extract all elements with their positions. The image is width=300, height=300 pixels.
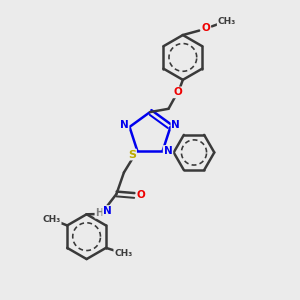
Text: H: H — [95, 208, 104, 218]
Text: O: O — [136, 190, 145, 200]
Text: O: O — [173, 87, 182, 98]
Text: N: N — [103, 206, 112, 216]
Text: CH₃: CH₃ — [218, 17, 236, 26]
Text: N: N — [171, 119, 180, 130]
Text: O: O — [202, 23, 210, 33]
Text: S: S — [128, 150, 136, 160]
Text: N: N — [164, 146, 172, 156]
Text: CH₃: CH₃ — [114, 249, 132, 258]
Text: CH₃: CH₃ — [43, 215, 61, 224]
Text: N: N — [120, 119, 129, 130]
